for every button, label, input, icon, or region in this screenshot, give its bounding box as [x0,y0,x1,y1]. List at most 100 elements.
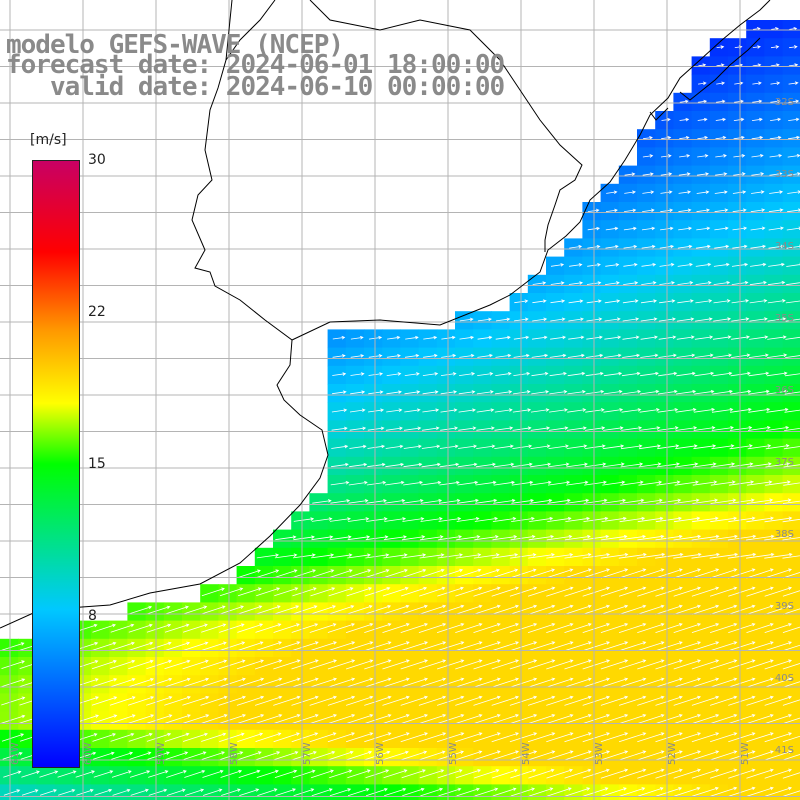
longitude-label: 52W [667,742,678,765]
wind-arrow [568,299,584,304]
wind-cell [200,602,219,622]
wind-arrow [642,154,654,158]
wind-arrow [564,732,592,743]
wind-arrow [747,426,771,431]
wind-arrow [712,353,733,358]
wind-arrow [619,534,647,541]
wind-arrow [364,714,392,724]
wind-arrow [293,517,315,522]
wind-arrow [511,480,534,486]
wind-arrow [58,789,76,796]
wind-arrow [624,208,637,213]
wind-arrow [751,172,765,176]
wind-arrow [673,623,702,633]
wind-arrow [767,299,786,304]
wind-arrow [292,751,317,761]
longitude-label: 57W [302,742,313,765]
wind-arrow [473,695,501,706]
wind-arrow [532,281,547,285]
wind-arrow [438,535,463,541]
wind-arrow [527,714,556,724]
wind-arrow [764,659,793,670]
wind-arrow [495,335,511,340]
wind-arrow [546,750,574,761]
wind-arrow [404,408,421,413]
wind-cell [582,784,602,800]
wind-arrow [620,462,644,468]
wind-arrow [605,281,620,285]
wind-arrow [311,553,335,559]
wind-arrow [457,480,479,486]
wind-arrow [401,553,427,559]
wind-cell [764,784,784,800]
wind-arrow [509,604,538,615]
wind-arrow [546,586,574,597]
wind-arrow [728,768,756,779]
wind-arrow [582,623,611,633]
wind-arrow [256,587,281,597]
wind-arrow [328,587,354,597]
wind-arrow [710,516,738,523]
wind-arrow [182,714,210,724]
wind-arrow [327,659,356,670]
wind-arrow [510,787,535,797]
wind-arrow [237,751,262,760]
wind-arrow [618,552,647,559]
wind-arrow [642,208,655,213]
wind-arrow [618,604,647,615]
wind-arrow [401,769,426,779]
wind-arrow [728,568,756,579]
wind-arrow [311,535,334,541]
wind-arrow [531,390,550,395]
wind-arrow [783,446,800,450]
wind-arrow [764,534,793,541]
wind-arrow [604,317,621,322]
wind-arrow [328,750,354,761]
wind-arrow [219,732,245,742]
wind-arrow [455,714,483,724]
wind-arrow [600,695,629,706]
wind-arrow [129,770,151,778]
wind-arrow [785,336,800,340]
wind-arrow [764,641,793,652]
wind-arrow [764,768,793,779]
wind-arrow [184,770,206,778]
wind-arrow [201,623,227,633]
wind-arrow [328,605,355,615]
wind-arrow [564,623,592,633]
wind-arrow [600,768,629,779]
wind-cell [400,784,420,800]
wind-arrow [618,641,647,652]
wind-arrow [530,408,550,413]
wind-arrow [691,534,720,541]
wind-arrow [565,787,591,797]
wind-arrow [346,750,373,761]
wind-arrow [350,372,365,376]
wind-arrow [655,534,683,541]
coastline-rio-de-la-plata-north [291,0,771,341]
wind-arrow [237,605,263,615]
wind-arrow [473,714,501,724]
wind-arrow [711,444,735,450]
wind-arrow [346,605,373,615]
wind-arrow [527,659,556,670]
wind-cell [273,784,292,800]
wind-arrow [110,733,135,742]
wind-arrow [764,568,793,579]
wind-arrow [639,426,661,431]
wind-arrow [418,695,447,706]
wind-arrow [350,390,366,395]
wind-arrow [476,444,496,449]
wind-arrow [640,299,658,304]
wind-arrow [473,659,501,670]
wind-arrow [695,299,713,304]
wind-arrow [309,641,338,652]
wind-arrow [765,444,790,450]
wind-arrow [728,714,756,724]
wind-arrow [364,732,392,743]
wind-arrow [418,641,447,652]
wind-cell [473,784,492,800]
wind-cell [400,766,420,785]
wind-arrow [767,335,787,340]
